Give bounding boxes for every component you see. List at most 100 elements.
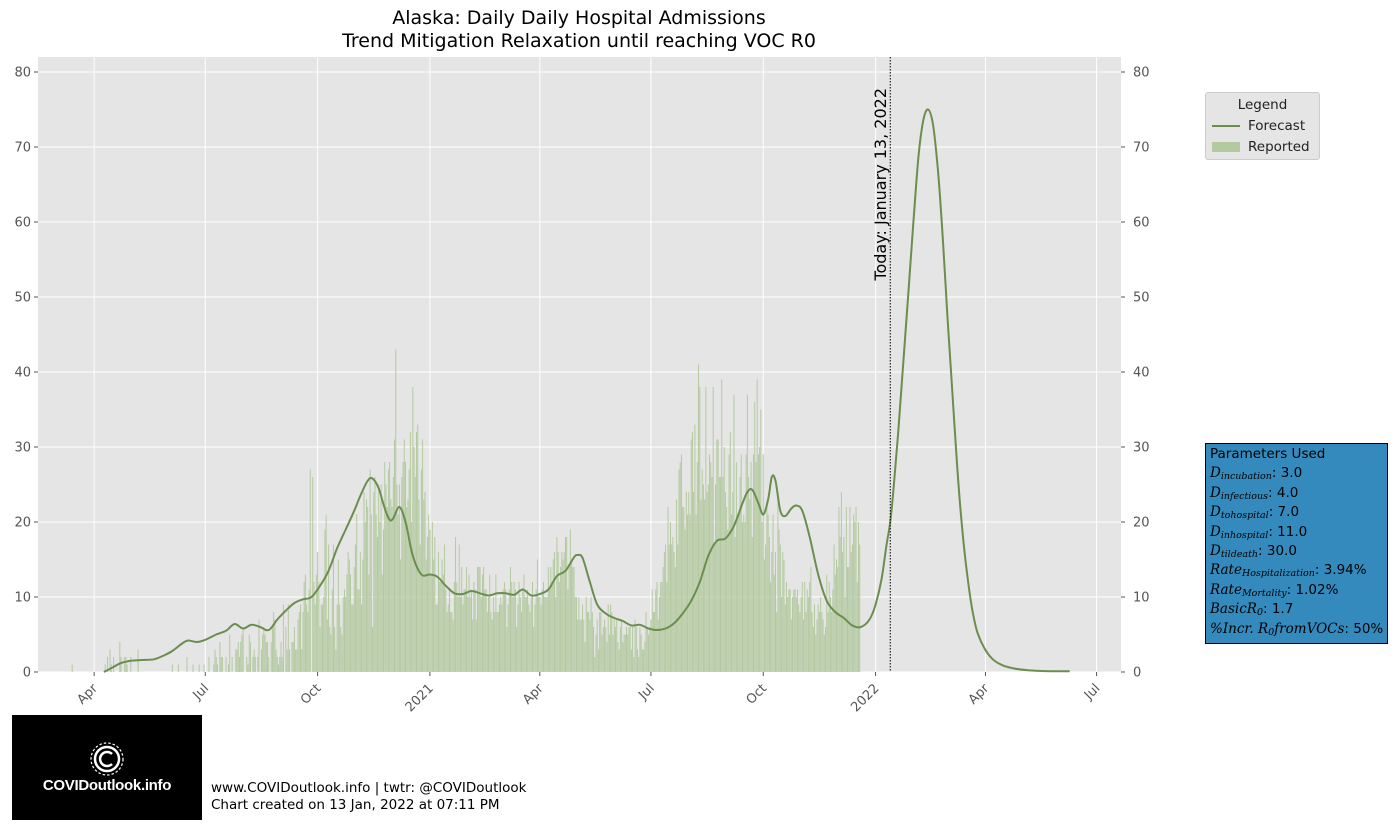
reported-bar <box>235 649 237 672</box>
reported-bar <box>177 664 179 672</box>
reported-bar <box>806 589 808 672</box>
reported-bar <box>459 597 461 672</box>
reported-bar <box>569 529 571 672</box>
param-incr-r0: %Incr. R0fromVOCs: 50% <box>1210 620 1384 638</box>
reported-bar <box>560 567 562 672</box>
reported-bar <box>464 589 466 672</box>
forecast-line <box>103 108 1070 673</box>
reported-bar <box>837 567 839 672</box>
reported-bar <box>805 612 807 672</box>
reported-bar <box>508 589 510 672</box>
reported-bar <box>771 552 773 672</box>
reported-bar <box>406 507 408 672</box>
today-label: Today: January 13, 2022 <box>871 88 890 282</box>
reported-bar <box>292 642 294 672</box>
reported-bar <box>418 499 420 672</box>
reported-bar <box>304 574 306 672</box>
reported-bar <box>386 507 388 672</box>
reported-bar <box>847 567 848 672</box>
reported-bar <box>660 582 662 672</box>
reported-bar <box>126 664 128 672</box>
reported-bar <box>687 514 689 672</box>
reported-bar <box>475 619 477 672</box>
reported-bar <box>785 582 787 672</box>
legend: Legend Forecast Reported <box>1205 92 1320 160</box>
x-tick-label: Apr <box>520 681 547 708</box>
reported-bar <box>444 544 446 672</box>
reported-bar <box>744 522 746 672</box>
y-tick-label-right: 40 <box>1133 366 1150 381</box>
reported-bar <box>198 664 200 672</box>
reported-bar <box>329 627 331 672</box>
reported-bar <box>574 597 576 672</box>
reported-bar <box>618 649 620 672</box>
y-tick-label-left: 50 <box>14 291 31 306</box>
reported-bar <box>363 492 365 672</box>
reported-bar <box>412 387 414 672</box>
reported-bar <box>732 492 734 672</box>
reported-bar <box>249 642 251 672</box>
reported-bar <box>348 559 350 672</box>
reported-bar <box>667 507 669 672</box>
reported-bar <box>590 597 592 672</box>
reported-bar <box>712 387 714 672</box>
reported-bar <box>330 634 332 672</box>
reported-bar <box>746 394 748 672</box>
reported-bar <box>317 552 319 672</box>
reported-bar <box>503 582 505 672</box>
reported-bar <box>831 612 833 672</box>
reported-bar <box>357 589 359 672</box>
reported-bar <box>579 619 581 672</box>
reported-bar <box>297 619 299 672</box>
reported-bar <box>375 514 377 672</box>
reported-bar <box>241 634 243 672</box>
reported-bar <box>352 604 354 672</box>
reported-bar <box>334 627 336 672</box>
x-tick-label: Jul <box>1081 681 1103 703</box>
reported-bar <box>811 612 813 672</box>
reported-bar <box>731 514 732 672</box>
reported-bar <box>844 597 846 672</box>
reported-bar <box>339 604 341 672</box>
reported-bar <box>527 589 529 672</box>
reported-bar <box>739 477 741 672</box>
reported-bar <box>637 649 638 672</box>
param-basic-r0-value: : 1.7 <box>1263 601 1294 618</box>
reported-bar <box>516 627 518 672</box>
reported-bar <box>252 657 254 672</box>
reported-bar <box>400 559 402 672</box>
reported-bar <box>774 552 776 672</box>
reported-bar <box>236 649 238 672</box>
reported-bar <box>368 574 370 672</box>
reported-bar <box>781 597 783 672</box>
reported-bar <box>740 454 742 672</box>
reported-bar <box>578 597 580 672</box>
reported-bar <box>690 439 692 672</box>
reported-bar <box>677 544 679 672</box>
reported-bar <box>589 619 591 672</box>
reported-bar <box>809 582 811 672</box>
reported-bar <box>672 537 674 672</box>
reported-bar <box>372 627 374 672</box>
reported-bar <box>497 612 499 672</box>
reported-bar <box>321 604 323 672</box>
reported-bar <box>779 544 781 672</box>
reported-bar <box>441 559 443 672</box>
reported-bar <box>818 612 820 672</box>
reported-bar <box>749 499 751 672</box>
plot-area <box>38 57 1121 672</box>
reported-bar <box>615 627 617 672</box>
reported-bar <box>445 589 447 672</box>
parameters-box: Parameters Used Dincubation: 3.0 Dinfect… <box>1205 443 1388 644</box>
reported-bar <box>104 664 106 672</box>
reported-bar <box>403 439 405 672</box>
reported-bar <box>411 522 413 672</box>
reported-bar <box>313 582 315 672</box>
reported-bar <box>325 514 327 672</box>
reported-bar <box>605 627 607 672</box>
param-basic-r0: BasicR0: 1.7 <box>1210 601 1294 619</box>
reported-bar <box>420 469 422 672</box>
reported-bar <box>794 589 796 672</box>
reported-bar <box>331 589 333 672</box>
reported-bar <box>271 627 273 672</box>
